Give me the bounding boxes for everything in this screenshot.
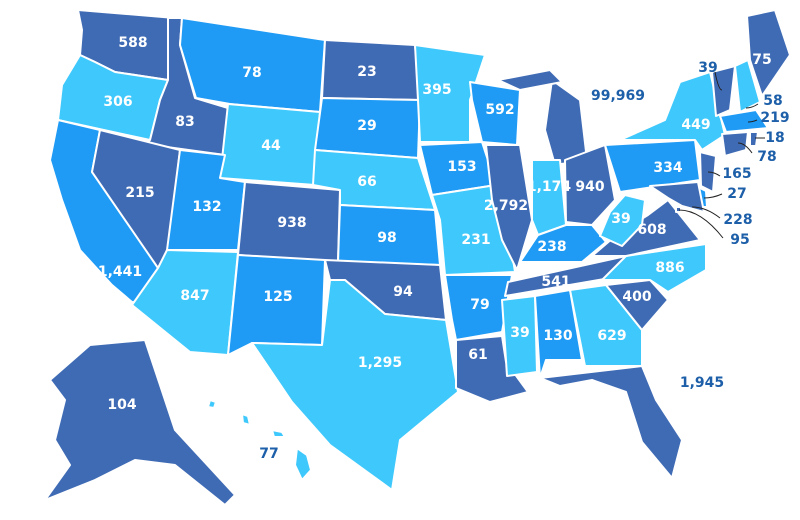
state-ma (719, 109, 769, 133)
state-value-vt: 39 (698, 60, 717, 76)
state-value-ca: 1,441 (98, 264, 142, 280)
state-mi (497, 69, 563, 91)
state-value-nm: 125 (263, 289, 292, 305)
state-value-nh: 58 (763, 93, 782, 109)
state-value-wy: 44 (261, 138, 281, 154)
leader-line-de (703, 193, 723, 199)
state-value-nv: 215 (125, 185, 154, 201)
state-value-wv: 39 (611, 211, 630, 227)
state-value-mo: 231 (461, 232, 490, 248)
state-ri (749, 131, 759, 147)
leader-line-md (691, 206, 721, 219)
state-value-la: 61 (468, 347, 487, 363)
state-value-me: 75 (752, 52, 771, 68)
state-value-ny: 449 (681, 117, 710, 133)
state-value-md: 228 (723, 212, 752, 228)
state-value-wi: 592 (485, 102, 514, 118)
state-value-az: 847 (180, 288, 209, 304)
state-al (534, 289, 583, 379)
state-value-de: 27 (727, 186, 746, 202)
state-value-co: 938 (277, 215, 306, 231)
state-hi (271, 429, 286, 438)
state-value-ms: 39 (510, 325, 529, 341)
state-value-ar: 79 (470, 297, 489, 313)
state-value-id: 83 (175, 114, 194, 130)
leader-line-dc (678, 209, 724, 239)
state-sc (605, 279, 669, 331)
state-ct (721, 131, 749, 157)
state-ak (44, 339, 236, 506)
state-value-nj: 165 (722, 166, 751, 182)
state-value-ia: 153 (447, 159, 476, 175)
state-mi (544, 79, 588, 166)
state-nh (734, 59, 761, 113)
state-value-ak: 104 (107, 397, 136, 413)
state-me (746, 9, 791, 97)
state-nm (227, 254, 326, 356)
state-oh (564, 144, 616, 226)
state-value-tn: 541 (541, 274, 570, 290)
state-value-pa: 334 (653, 160, 682, 176)
state-value-ut: 132 (192, 199, 221, 215)
leader-line-nh (745, 103, 759, 109)
state-value-in: 1,174 (527, 179, 572, 195)
state-hi (241, 413, 251, 426)
state-value-nd: 23 (357, 64, 376, 80)
state-value-dc: 95 (730, 232, 749, 248)
state-hi (294, 447, 312, 481)
leader-line-nj (707, 171, 721, 177)
state-vt (711, 65, 736, 117)
state-wv (599, 194, 646, 247)
state-value-ne: 66 (357, 174, 376, 190)
state-ky (519, 224, 607, 263)
state-value-ma: 219 (760, 110, 789, 126)
state-value-va: 608 (637, 222, 666, 238)
state-la (455, 335, 529, 403)
state-value-al: 130 (543, 328, 572, 344)
state-value-ga: 629 (597, 328, 626, 344)
state-fl (539, 365, 683, 479)
state-value-mn: 395 (422, 82, 451, 98)
state-in (531, 159, 567, 236)
state-value-sd: 29 (357, 118, 376, 134)
state-value-sc: 400 (622, 289, 651, 305)
state-wi (469, 81, 521, 146)
state-md (649, 181, 705, 213)
state-value-tx: 1,295 (358, 355, 402, 371)
state-value-ky: 238 (537, 239, 566, 255)
leader-line-ct (737, 142, 753, 154)
state-tx (251, 279, 459, 491)
state-ny (619, 71, 726, 151)
state-value-fl: 1,945 (680, 375, 724, 391)
state-value-nc: 886 (655, 260, 684, 276)
state-value-ks: 98 (377, 230, 396, 246)
leader-line-ma (747, 119, 758, 123)
state-value-mt: 78 (242, 65, 261, 81)
state-value-ok: 94 (393, 284, 413, 300)
state-ms (501, 295, 538, 377)
state-value-or: 306 (103, 94, 132, 110)
state-dc (675, 206, 682, 213)
state-ga (569, 284, 643, 367)
state-hi (207, 399, 217, 409)
state-value-il: 2,792 (484, 198, 528, 214)
state-il (485, 144, 533, 271)
leader-line-vt (714, 71, 723, 91)
state-value-oh: 940 (575, 179, 604, 195)
state-value-ri: 18 (765, 130, 784, 146)
state-value-hi: 77 (259, 446, 278, 462)
state-value-ct: 78 (757, 149, 776, 165)
state-az (131, 249, 239, 356)
state-value-wa: 588 (118, 35, 147, 51)
state-value-mi: 99,969 (591, 88, 645, 104)
state-ar (444, 274, 513, 341)
